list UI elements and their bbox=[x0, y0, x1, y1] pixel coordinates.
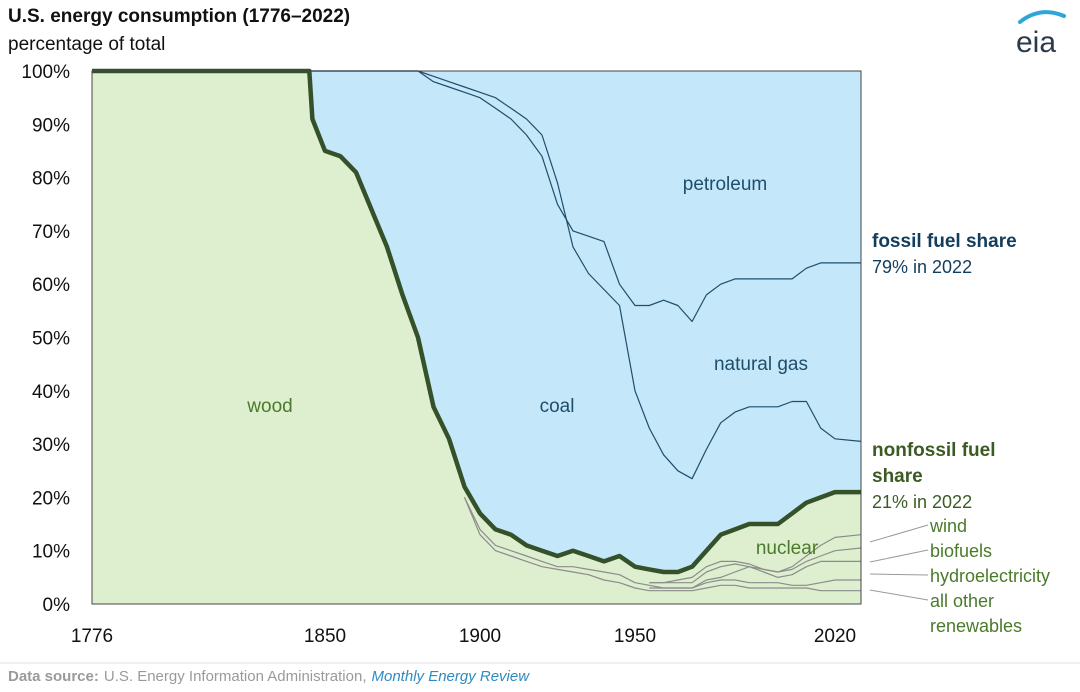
nonfossil-share-heading-1: nonfossil fuel bbox=[872, 440, 996, 461]
coal-naturalgas-boundary-line bbox=[92, 70, 862, 480]
x-tick-label: 2020 bbox=[814, 626, 856, 647]
renewable-line-hydro bbox=[649, 579, 861, 589]
eia-logo-swoosh-icon bbox=[1018, 10, 1066, 24]
x-tick-label: 1776 bbox=[71, 626, 113, 647]
x-tick-label: 1850 bbox=[304, 626, 346, 647]
fossil-share-heading: fossil fuel share bbox=[872, 231, 1017, 252]
y-tick-label: 90% bbox=[32, 115, 70, 136]
area-label-coal: coal bbox=[540, 396, 575, 417]
source-line: Data source: U.S. Energy Information Admi… bbox=[8, 668, 530, 685]
y-tick-label: 0% bbox=[43, 595, 71, 616]
renewable-line-wind bbox=[649, 534, 862, 584]
other-renewables-leader bbox=[869, 589, 929, 601]
biofuels-leader bbox=[869, 549, 929, 563]
y-tick-label: 10% bbox=[32, 542, 70, 563]
naturalgas-petroleum-boundary-line bbox=[92, 70, 861, 323]
x-axis: 1776 1850 1900 1950 2020 bbox=[71, 626, 856, 647]
renewable-callouts: wind biofuels hydroelectricity all other… bbox=[869, 516, 1050, 636]
y-tick-label: 20% bbox=[32, 488, 70, 509]
nonfossil-area bbox=[92, 71, 861, 604]
chart-title: U.S. energy consumption (1776–2022) bbox=[8, 6, 350, 27]
label-biofuels: biofuels bbox=[930, 541, 992, 561]
area-label-petroleum: petroleum bbox=[683, 174, 768, 195]
wind-leader bbox=[869, 524, 929, 543]
nonfossil-share-value: 21% in 2022 bbox=[872, 492, 972, 512]
eia-logo-text: eia bbox=[1016, 26, 1056, 59]
source-text: U.S. Energy Information Administration, bbox=[104, 668, 367, 685]
chart-subtitle: percentage of total bbox=[8, 34, 165, 55]
y-tick-label: 60% bbox=[32, 275, 70, 296]
nonfossil-share-line bbox=[92, 68, 861, 575]
fossil-share-value: 79% in 2022 bbox=[872, 257, 972, 277]
y-axis: 0% 10% 20% 30% 40% 50% 60% 70% 80% 90% 100% bbox=[21, 62, 70, 616]
eia-logo: eia bbox=[1016, 10, 1066, 59]
area-label-natural-gas: natural gas bbox=[714, 354, 808, 375]
label-hydroelectricity: hydroelectricity bbox=[930, 566, 1050, 586]
renewable-line-all-other bbox=[463, 497, 861, 592]
area-label-nuclear: nuclear bbox=[756, 538, 819, 559]
hydro-leader bbox=[869, 573, 929, 576]
x-tick-label: 1950 bbox=[614, 626, 656, 647]
y-tick-label: 70% bbox=[32, 222, 70, 243]
nonfossil-share-heading-2: share bbox=[872, 466, 923, 487]
source-prefix: Data source: bbox=[8, 668, 99, 685]
y-tick-label: 50% bbox=[32, 329, 70, 350]
renewable-line-biofuels bbox=[649, 547, 862, 584]
plot-area bbox=[91, 68, 862, 605]
y-tick-label: 80% bbox=[32, 169, 70, 190]
label-renewables: renewables bbox=[930, 616, 1022, 636]
y-tick-label: 100% bbox=[21, 62, 70, 83]
y-tick-label: 30% bbox=[32, 435, 70, 456]
y-tick-label: 40% bbox=[32, 382, 70, 403]
x-tick-label: 1900 bbox=[459, 626, 501, 647]
source-link[interactable]: Monthly Energy Review bbox=[372, 668, 531, 685]
label-wind: wind bbox=[929, 516, 967, 536]
area-label-wood: wood bbox=[246, 396, 292, 417]
plot-frame bbox=[91, 70, 862, 605]
label-all-other: all other bbox=[930, 591, 994, 611]
